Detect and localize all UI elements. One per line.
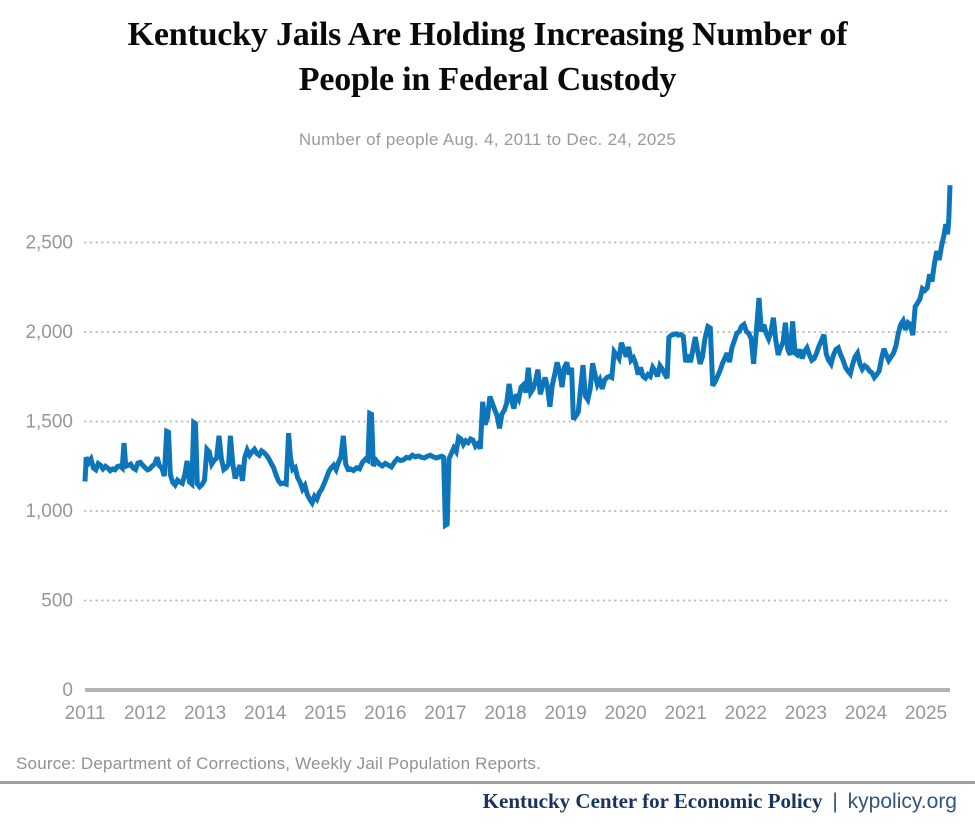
footer-brand-bar: Kentucky Center for Economic Policy | ky… xyxy=(483,789,957,814)
chart-title: Kentucky Jails Are Holding Increasing Nu… xyxy=(0,12,975,102)
x-axis-tick-label: 2022 xyxy=(725,703,767,724)
y-axis-tick-label: 1,000 xyxy=(25,501,73,522)
y-axis-tick-label: 2,000 xyxy=(25,322,73,343)
data-series-line xyxy=(82,185,953,530)
source-note: Source: Department of Corrections, Weekl… xyxy=(16,754,542,773)
x-axis-tick-label: 2015 xyxy=(304,703,346,724)
chart-title-line1: Kentucky Jails Are Holding Increasing Nu… xyxy=(127,16,848,53)
line-chart-canvas: 0 500 1,000 1,500 2,000 2,500 2011 2012 2013 2014… xyxy=(25,185,953,724)
footer-divider xyxy=(0,781,975,784)
x-axis-tick-label: 2021 xyxy=(665,703,707,724)
x-axis-tick-label: 2020 xyxy=(604,703,646,724)
y-axis-tick-label: 1,500 xyxy=(25,412,73,433)
x-axis-tick-label: 2016 xyxy=(364,703,406,724)
x-axis-tick-label: 2019 xyxy=(544,703,586,724)
y-axis-tick-label: 2,500 xyxy=(25,233,73,254)
x-axis-tick-label: 2012 xyxy=(124,703,166,724)
x-axis-tick-label: 2025 xyxy=(905,703,947,724)
org-name: Kentucky Center for Economic Policy xyxy=(482,789,823,813)
y-axis-tick-label: 0 xyxy=(62,680,73,701)
x-axis-tick-label: 2013 xyxy=(184,703,226,724)
chart-subtitle: Number of people Aug. 4, 2011 to Dec. 24… xyxy=(298,130,677,149)
footer-separator: | xyxy=(832,790,838,813)
chart-title-line2: People in Federal Custody xyxy=(298,61,677,98)
x-axis-tick-label: 2018 xyxy=(484,703,526,724)
y-axis-tick-label: 500 xyxy=(41,591,73,612)
org-website: kypolicy.org xyxy=(847,790,957,813)
x-axis-tick-label: 2017 xyxy=(424,703,466,724)
x-axis-tick-label: 2011 xyxy=(65,703,106,724)
x-axis-tick-label: 2014 xyxy=(244,703,287,724)
x-axis-tick-label: 2024 xyxy=(845,703,888,724)
x-axis-tick-label: 2023 xyxy=(785,703,827,724)
